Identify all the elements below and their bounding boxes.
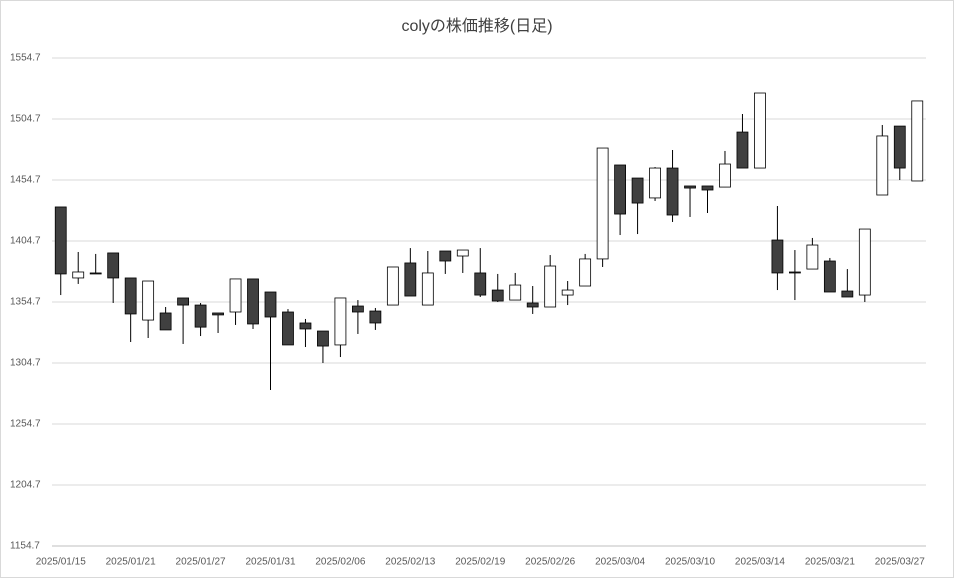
candle-body	[806, 244, 819, 270]
x-tick-label: 2025/01/21	[106, 557, 156, 568]
candle-body	[858, 228, 871, 296]
candle-body	[876, 135, 889, 196]
candle-body	[404, 262, 417, 297]
candle-body	[124, 277, 137, 315]
x-tick-label: 2025/02/06	[315, 557, 365, 568]
candle-body	[89, 272, 102, 275]
candle-body	[823, 260, 836, 293]
x-tick-label: 2025/02/13	[385, 557, 435, 568]
x-tick-label: 2025/03/14	[735, 557, 785, 568]
candle-body	[142, 280, 155, 321]
candle-body	[614, 164, 626, 215]
y-tick-label: 1154.7	[10, 541, 40, 552]
candle-body	[194, 304, 207, 328]
candle-body	[177, 297, 190, 306]
candle-body	[701, 185, 714, 191]
candle-body	[509, 284, 522, 301]
candle-body	[596, 147, 609, 260]
candle-body	[421, 272, 434, 306]
candle-body	[299, 322, 312, 330]
x-tick-label: 2025/03/27	[875, 557, 925, 568]
candle-body	[911, 100, 924, 182]
x-tick-label: 2025/02/19	[455, 557, 505, 568]
y-tick-label: 1504.7	[10, 114, 41, 125]
x-tick-label: 2025/03/04	[595, 557, 645, 568]
candle-body	[684, 185, 696, 189]
x-tick-label: 2025/03/10	[665, 557, 715, 568]
y-tick-label: 1204.7	[10, 480, 41, 491]
candle-body	[754, 92, 766, 169]
y-tick-label: 1554.7	[10, 53, 41, 64]
candle-body	[649, 167, 661, 199]
x-tick-label: 2025/02/26	[525, 557, 575, 568]
candle-body	[719, 163, 731, 188]
y-tick-label: 1304.7	[10, 358, 41, 369]
candle-body	[491, 289, 504, 302]
candle-body	[317, 330, 329, 347]
candle-body	[771, 239, 784, 274]
candle-body	[282, 311, 294, 346]
x-tick-label: 2025/03/21	[805, 557, 855, 568]
candle-body	[789, 271, 801, 274]
x-tick-label: 2025/01/31	[245, 557, 295, 568]
candle-body	[631, 177, 644, 204]
candle-body	[107, 252, 120, 279]
candle-body	[666, 167, 679, 216]
candle-body	[456, 249, 469, 257]
candle-body	[264, 291, 277, 318]
candle-body	[159, 312, 172, 331]
candle-body	[369, 310, 382, 324]
candle-body	[54, 206, 67, 275]
candle-body	[474, 272, 487, 296]
chart-title: colyの株価推移(日足)	[401, 17, 552, 35]
candle-body	[579, 258, 592, 287]
candle-body	[736, 131, 749, 169]
candle-body	[893, 125, 906, 169]
candle-body	[229, 278, 242, 313]
y-tick-label: 1354.7	[10, 297, 41, 308]
candle-body	[72, 271, 85, 279]
candle-body	[561, 289, 574, 296]
candle-body	[544, 265, 557, 308]
y-tick-label: 1404.7	[10, 236, 41, 247]
candle-body	[526, 302, 539, 308]
candle-body	[439, 250, 452, 262]
y-tick-label: 1254.7	[10, 419, 41, 430]
x-tick-label: 2025/01/15	[36, 557, 86, 568]
candle-body	[386, 266, 399, 306]
candle-body	[351, 305, 364, 313]
y-tick-label: 1454.7	[10, 175, 41, 186]
candle-body	[212, 312, 224, 316]
candle-body	[841, 290, 854, 298]
candle-body	[247, 278, 259, 325]
x-tick-label: 2025/01/27	[176, 557, 226, 568]
candle-body	[334, 297, 347, 346]
